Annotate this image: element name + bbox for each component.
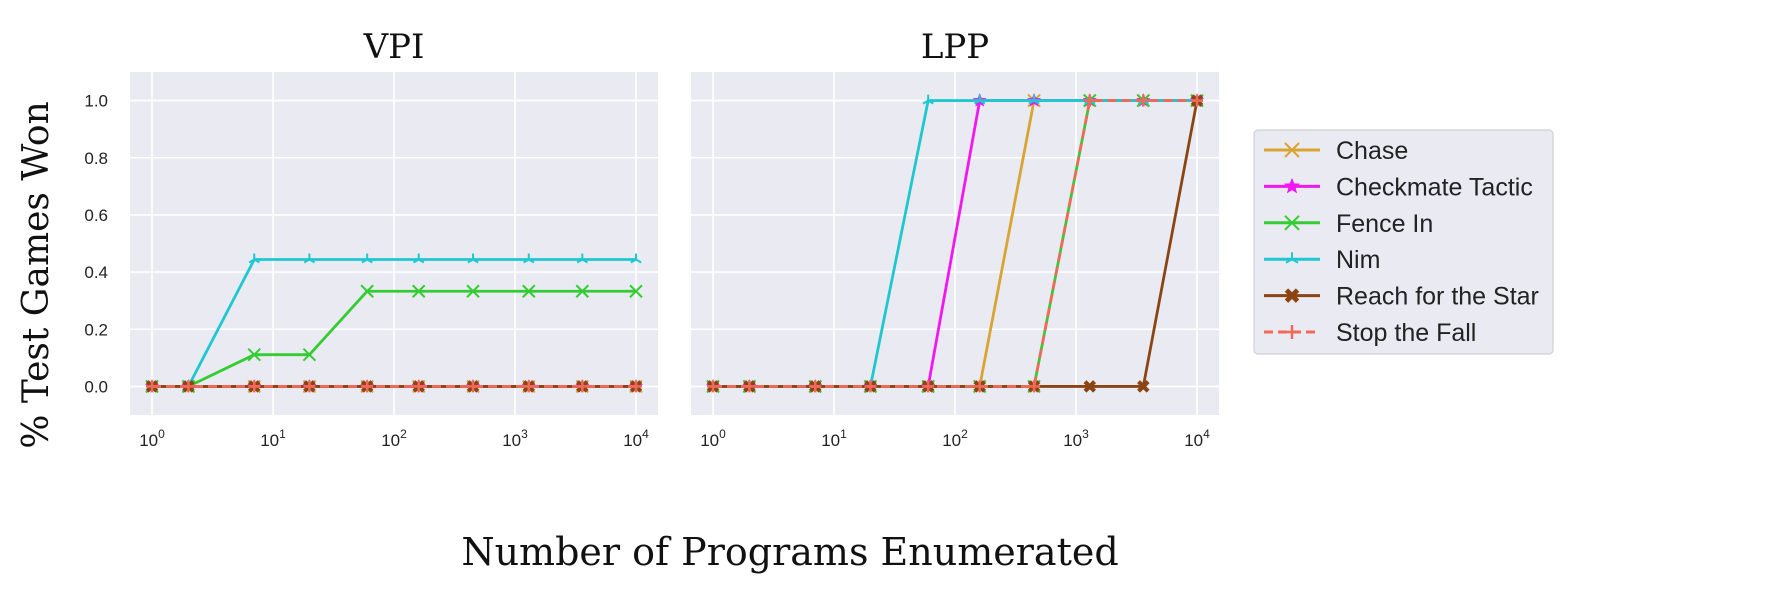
- y-tick-label: 0.2: [84, 320, 108, 339]
- data-point: [303, 253, 316, 264]
- data-point: [361, 253, 373, 264]
- data-point: [248, 253, 260, 264]
- x-tick-label: 101: [821, 427, 847, 450]
- data-point: [522, 284, 536, 298]
- legend-label: Stop the Fall: [1336, 319, 1476, 347]
- data-point: [974, 94, 986, 105]
- data-point: [576, 253, 589, 264]
- legend-entry: Stop the Fall: [1264, 319, 1476, 347]
- data-point: [467, 253, 479, 264]
- data-point: [1028, 94, 1040, 105]
- data-point: [303, 380, 316, 393]
- data-point: [1191, 94, 1203, 107]
- legend-label: Chase: [1336, 137, 1408, 165]
- data-point: [630, 380, 642, 393]
- series-line: [713, 99, 1197, 388]
- series-stop-the-fall: [707, 94, 1203, 393]
- y-axis-label: % Test Games Won: [16, 101, 57, 449]
- legend-label: Checkmate Tactic: [1336, 173, 1533, 201]
- panel-title: LPP: [921, 27, 989, 67]
- series-line: [152, 258, 636, 388]
- data-point: [522, 380, 535, 393]
- legend-entry: Nim: [1264, 246, 1380, 274]
- data-point: [411, 284, 426, 298]
- x-tick-label: 100: [700, 427, 726, 450]
- y-tick-label: 0.0: [84, 377, 108, 396]
- legend-label: Reach for the Star: [1336, 283, 1539, 311]
- legend-entry: Checkmate Tactic: [1264, 173, 1533, 201]
- legend-label: Nim: [1336, 246, 1380, 274]
- data-point: [629, 284, 643, 298]
- legend-box: [1253, 129, 1554, 355]
- data-point: [1136, 380, 1150, 393]
- x-tick-label: 103: [502, 427, 528, 450]
- legend-entry: Fence In: [1264, 210, 1433, 238]
- x-axis-label: Number of Programs Enumerated: [461, 530, 1118, 574]
- data-point: [360, 284, 374, 298]
- x-tick-label: 103: [1063, 427, 1089, 450]
- legend-marker: [1283, 177, 1301, 194]
- legend-marker: [1284, 215, 1300, 231]
- legend-marker: [1285, 325, 1299, 339]
- x-tick-label: 102: [381, 427, 407, 450]
- data-point: [864, 380, 877, 393]
- panel-lpp: 100 101 102 103 104 LPP: [691, 27, 1219, 450]
- y-tick-label: 0.6: [84, 206, 108, 225]
- data-point: [523, 253, 535, 264]
- data-point: [809, 380, 822, 393]
- data-point: [302, 347, 317, 362]
- data-point: [182, 380, 195, 393]
- panel-title: VPI: [363, 27, 425, 67]
- legend-marker: [1284, 288, 1300, 303]
- data-point: [1083, 94, 1096, 107]
- grid: [130, 72, 658, 415]
- data-point: [467, 380, 480, 393]
- data-point: [146, 380, 158, 393]
- x-tick-label: 102: [942, 427, 968, 450]
- data-point: [248, 380, 261, 393]
- y-tick-label: 0.4: [84, 263, 108, 282]
- x-tick-label: 104: [1184, 427, 1210, 450]
- legend-marker: [1285, 252, 1299, 264]
- data-point: [361, 380, 374, 393]
- legend-entry: Chase: [1264, 137, 1408, 165]
- legend: Chase Checkmate Tactic Fence In Nim Reach fo…: [1253, 129, 1554, 355]
- data-point: [247, 347, 261, 362]
- data-point: [576, 380, 589, 393]
- legend-marker: [1284, 142, 1300, 158]
- data-point: [1137, 94, 1150, 107]
- x-tick-label: 104: [623, 427, 649, 450]
- data-point: [630, 253, 642, 264]
- y-tick-label: 1.0: [84, 92, 108, 111]
- x-tick-label: 101: [260, 427, 286, 450]
- legend-label: Fence In: [1336, 210, 1433, 238]
- data-point: [707, 380, 719, 393]
- y-tick-label: 0.8: [84, 149, 108, 168]
- series-line: [152, 289, 636, 388]
- data-point: [922, 380, 935, 393]
- data-point: [575, 284, 590, 298]
- data-point: [1028, 380, 1041, 393]
- data-point: [412, 380, 425, 393]
- series-stop-the-fall: [146, 380, 642, 393]
- legend-entry: Reach for the Star: [1264, 283, 1539, 311]
- x-tick-label: 100: [139, 427, 165, 450]
- data-point: [412, 253, 425, 264]
- data-point: [1083, 380, 1097, 393]
- panel-vpi: 0.0 0.2 0.4 0.6 0.8 1.0 100 101 102 103 104 VPI: [84, 27, 658, 450]
- data-point: [466, 284, 480, 298]
- data-point: [743, 380, 756, 393]
- data-point: [973, 380, 986, 393]
- data-point: [922, 94, 934, 105]
